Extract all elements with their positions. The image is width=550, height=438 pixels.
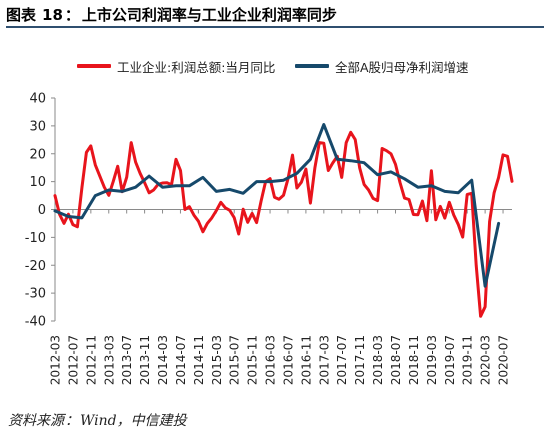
figure-title-text: 上市公司利润率与工业企业利润率同步	[81, 6, 337, 24]
figure-title-separator: ：	[64, 6, 80, 24]
x-tick-label: 2014-07	[174, 335, 188, 385]
x-tick-label: 2012-07	[66, 335, 80, 385]
industrial-profit-line	[53, 130, 514, 318]
source-separator: ：	[65, 413, 79, 429]
x-tick-label: 2016-03	[264, 335, 278, 385]
y-tick-label: 30	[29, 119, 46, 134]
x-tick-label: 2019-03	[425, 335, 439, 385]
x-tick-label: 2016-07	[281, 335, 295, 385]
source-note: 资料来源：Wind，中信建投	[8, 410, 187, 432]
x-tick-label: 2015-07	[228, 335, 242, 385]
y-tick-label: -30	[25, 287, 46, 302]
x-tick-label: 2020-07	[497, 335, 511, 385]
x-tick-label: 2013-03	[102, 335, 116, 385]
y-tick-label: 40	[29, 92, 46, 107]
y-tick-label: 0	[38, 203, 46, 218]
legend-item-a-share-profit: 全部A股归母净利润增速	[295, 56, 469, 76]
x-tick-label: 2015-11	[246, 335, 260, 385]
x-tick-label: 2019-07	[443, 335, 457, 385]
source-text: Wind，中信建投	[80, 413, 187, 429]
x-tick-label: 2013-11	[138, 335, 152, 385]
y-tick-label: -40	[25, 315, 46, 330]
x-tick-label: 2014-11	[192, 335, 206, 385]
figure-number: 18	[42, 6, 63, 24]
x-tick-label: 2016-11	[299, 335, 313, 385]
x-tick-label: 2018-03	[371, 335, 385, 385]
a-share-profit-line	[53, 123, 501, 288]
legend-label-a-share-profit: 全部A股归母净利润增速	[335, 59, 469, 75]
x-tick-label: 2020-03	[479, 335, 493, 385]
x-tick-label: 2018-11	[407, 335, 421, 385]
y-tick-label: 20	[29, 147, 46, 162]
y-tick-label: 10	[29, 175, 46, 190]
chart-legend: 工业企业:利润总额:当月同比 全部A股归母净利润增速	[0, 56, 550, 76]
x-tick-label: 2017-07	[335, 335, 349, 385]
legend-label-industrial-profit: 工业企业:利润总额:当月同比	[117, 59, 276, 75]
y-tick-label: -10	[25, 231, 46, 246]
x-tick-label: 2017-11	[353, 335, 367, 385]
legend-item-industrial-profit: 工业企业:利润总额:当月同比	[77, 56, 275, 76]
x-tick-label: 2012-11	[84, 335, 98, 385]
x-tick-label: 2019-11	[461, 335, 475, 385]
x-tick-label: 2018-07	[389, 335, 403, 385]
legend-swatch-red	[77, 64, 111, 68]
source-label: 资料来源	[8, 413, 64, 429]
x-tick-label: 2012-03	[49, 335, 63, 385]
figure-title: 图表 18：上市公司利润率与工业企业利润率同步	[6, 4, 544, 28]
figure-label: 图表	[6, 6, 37, 24]
y-tick-label: -20	[25, 259, 46, 274]
x-tick-label: 2013-07	[120, 335, 134, 385]
x-tick-label: 2017-03	[317, 335, 331, 385]
x-tick-label: 2015-03	[210, 335, 224, 385]
legend-swatch-blue	[295, 64, 329, 68]
x-tick-label: 2014-03	[156, 335, 170, 385]
